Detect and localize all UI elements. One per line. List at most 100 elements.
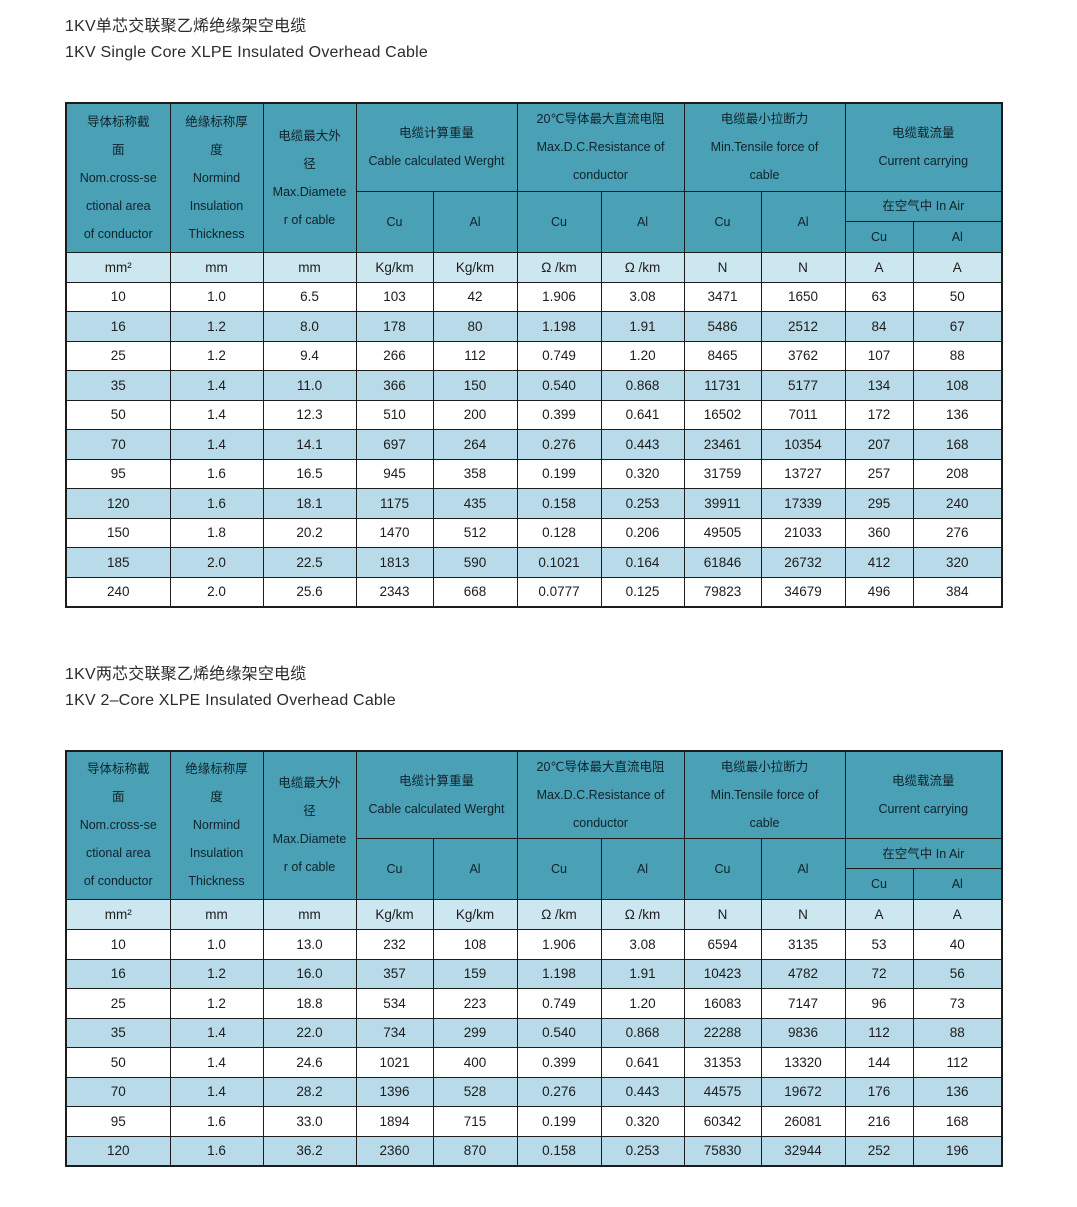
- cell: 63: [844, 281, 914, 312]
- cell: 40: [912, 929, 1003, 960]
- cell: 35: [65, 1017, 171, 1048]
- cell: 1396: [355, 1076, 434, 1107]
- subheader-tensile-cu: Cu: [683, 838, 762, 900]
- cell: 72: [844, 958, 914, 989]
- cell: 945: [355, 458, 434, 489]
- cell: 223: [432, 988, 518, 1019]
- cell: 19672: [760, 1076, 846, 1107]
- cell: 159: [432, 958, 518, 989]
- cell: 112: [912, 1047, 1003, 1078]
- unit-cell: N: [760, 251, 846, 283]
- cell: 1.4: [169, 1017, 264, 1048]
- table-row: 25 1.2 9.4 266 112 0.749 1.20 8465 3762 107 88: [65, 340, 1003, 371]
- title-zh-single-core: 1KV单芯交联聚乙烯绝缘架空电缆: [65, 18, 307, 35]
- group-header-dc-resistance: 20℃导体最大直流电阻 Max.D.C.Resistance of conduc…: [516, 750, 685, 839]
- cell: 320: [912, 547, 1003, 578]
- title-en-two-core: 1KV 2–Core XLPE Insulated Overhead Cable: [65, 691, 396, 709]
- unit-cell: A: [844, 251, 914, 283]
- cell: 512: [432, 517, 518, 548]
- unit-cell: A: [844, 899, 914, 930]
- cell: 120: [65, 488, 171, 519]
- group-header-current-carrying: 电缆载流量 Current carrying: [844, 102, 1003, 192]
- cell: 1.2: [169, 311, 264, 342]
- col-header-insulation-thickness: 绝缘标称厚 度 Normind Insulation Thickness: [169, 102, 264, 253]
- cell: 103: [355, 281, 434, 312]
- unit-cell: mm²: [65, 899, 171, 930]
- cell: 0.199: [516, 1106, 602, 1137]
- cell: 136: [912, 1076, 1003, 1107]
- unit-cell: Ω /km: [516, 251, 602, 283]
- cell: 16.0: [262, 958, 357, 989]
- table-row: 185 2.0 22.5 1813 590 0.1021 0.164 61846 26732 41…: [65, 547, 1003, 578]
- cell: 23461: [683, 429, 762, 460]
- cell: 7147: [760, 988, 846, 1019]
- cell: 10: [65, 929, 171, 960]
- cell: 0.868: [600, 370, 685, 401]
- cell: 16502: [683, 399, 762, 430]
- cell: 168: [912, 1106, 1003, 1137]
- cell: 16: [65, 958, 171, 989]
- cell: 95: [65, 458, 171, 489]
- cell: 1.906: [516, 281, 602, 312]
- cell: 33.0: [262, 1106, 357, 1137]
- section-two-core: 1KV两芯交联聚乙烯绝缘架空电缆 1KV 2–Core XLPE Insulat…: [65, 662, 1037, 1167]
- cell: 0.749: [516, 988, 602, 1019]
- cell: 1.2: [169, 340, 264, 371]
- table-row: 35 1.4 22.0 734 299 0.540 0.868 22288 9836 112 88: [65, 1017, 1003, 1048]
- cell: 1.2: [169, 988, 264, 1019]
- cell: 1021: [355, 1047, 434, 1078]
- group-header-weight: 电缆计算重量 Cable calculated Werght: [355, 750, 518, 839]
- cell: 3.08: [600, 929, 685, 960]
- cell: 1.20: [600, 340, 685, 371]
- section-title-block: 1KV两芯交联聚乙烯绝缘架空电缆 1KV 2–Core XLPE Insulat…: [65, 662, 1037, 714]
- cell: 16.5: [262, 458, 357, 489]
- table-row: 25 1.2 18.8 534 223 0.749 1.20 16083 7147 96 73: [65, 988, 1003, 1019]
- cell: 17339: [760, 488, 846, 519]
- unit-cell: N: [683, 899, 762, 930]
- cell: 50: [912, 281, 1003, 312]
- cell: 60342: [683, 1106, 762, 1137]
- cell: 6.5: [262, 281, 357, 312]
- col-header-conductor-area: 导体标称截 面 Nom.cross-se ctional area of con…: [65, 750, 171, 900]
- unit-row: mm² mm mm Kg/km Kg/km Ω /km Ω /km N N A A: [65, 899, 1003, 930]
- cell: 42: [432, 281, 518, 312]
- unit-cell: A: [912, 251, 1003, 283]
- cell: 36.2: [262, 1135, 357, 1166]
- cell: 10: [65, 281, 171, 312]
- cell: 7011: [760, 399, 846, 430]
- unit-cell: Kg/km: [432, 251, 518, 283]
- cell: 39911: [683, 488, 762, 519]
- cell: 435: [432, 488, 518, 519]
- unit-cell: Ω /km: [516, 899, 602, 930]
- cell: 1.91: [600, 958, 685, 989]
- subheader-in-air-al: Al: [912, 220, 1003, 253]
- table-row: 70 1.4 14.1 697 264 0.276 0.443 23461 10354 207 16…: [65, 429, 1003, 460]
- cell: 26732: [760, 547, 846, 578]
- cell: 0.641: [600, 1047, 685, 1078]
- title-zh-two-core: 1KV两芯交联聚乙烯绝缘架空电缆: [65, 665, 307, 683]
- cell: 150: [65, 517, 171, 548]
- cell: 1.6: [169, 1106, 264, 1137]
- cell: 13727: [760, 458, 846, 489]
- cell: 5177: [760, 370, 846, 401]
- cell: 1.4: [169, 370, 264, 401]
- cell: 11731: [683, 370, 762, 401]
- cell: 1.4: [169, 1047, 264, 1078]
- cell: 697: [355, 429, 434, 460]
- cell: 357: [355, 958, 434, 989]
- cell: 49505: [683, 517, 762, 548]
- cell: 1.0: [169, 281, 264, 312]
- cell: 196: [912, 1135, 1003, 1166]
- cell: 668: [432, 576, 518, 607]
- cell: 0.641: [600, 399, 685, 430]
- cell: 208: [912, 458, 1003, 489]
- subheader-weight-al: Al: [432, 838, 518, 900]
- cell: 50: [65, 1047, 171, 1078]
- cell: 25.6: [262, 576, 357, 607]
- cell: 120: [65, 1135, 171, 1166]
- cell: 20.2: [262, 517, 357, 548]
- cell: 9.4: [262, 340, 357, 371]
- cell: 1.8: [169, 517, 264, 548]
- cell: 18.8: [262, 988, 357, 1019]
- cell: 80: [432, 311, 518, 342]
